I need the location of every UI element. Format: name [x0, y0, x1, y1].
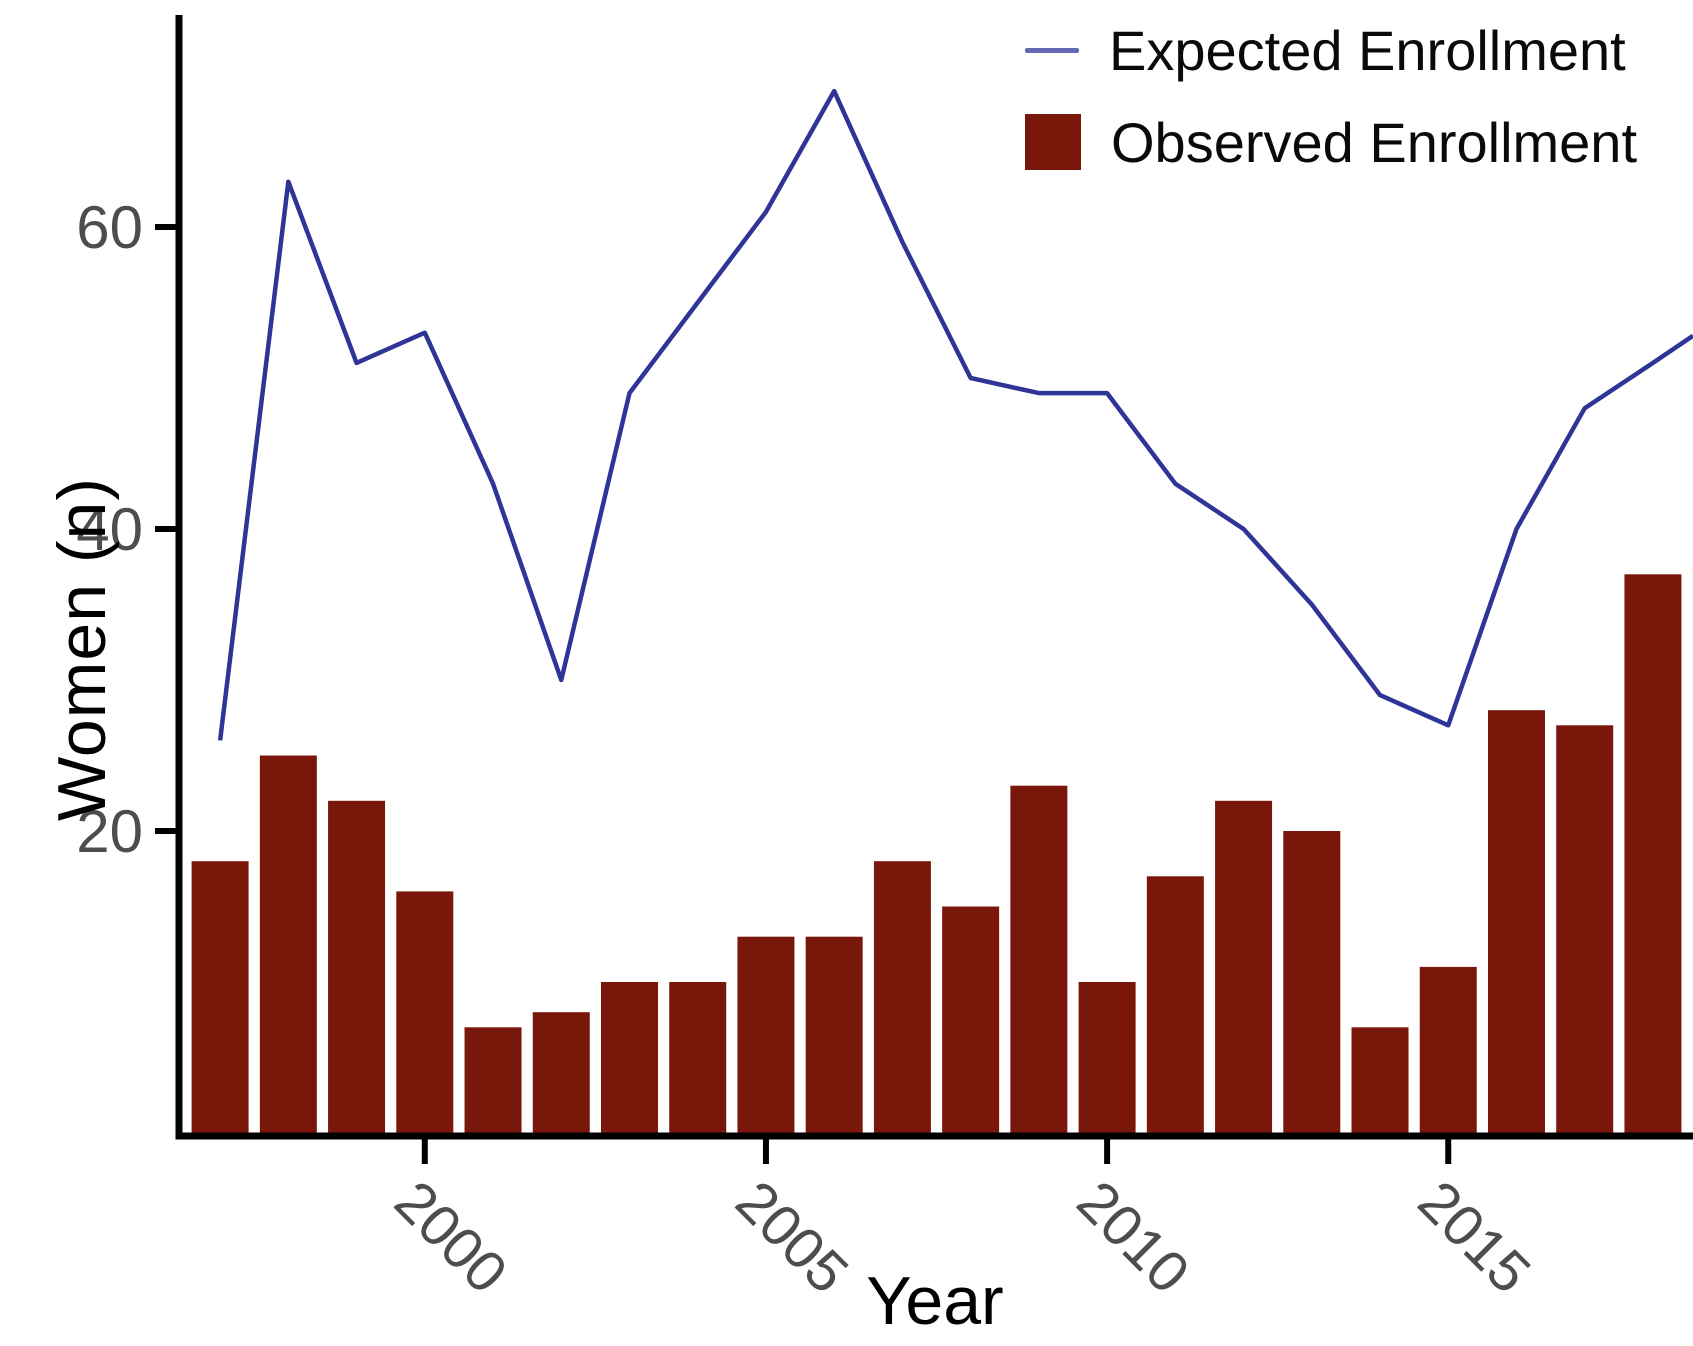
observed-bar: [1146, 876, 1204, 1137]
observed-bar: [669, 982, 727, 1137]
x-tick-label: 2015: [1406, 1169, 1543, 1306]
expected-line-key-icon: [1025, 47, 1079, 53]
expected-line: [217, 88, 1693, 741]
observed-bar: [259, 755, 317, 1137]
observed-swatch-key-icon: [1025, 114, 1081, 170]
y-tick-label: 60: [76, 194, 143, 261]
observed-bar: [1078, 982, 1136, 1137]
legend-label-expected: Expected Enrollment: [1109, 18, 1626, 82]
y-tick-label: 20: [76, 798, 143, 865]
observed-bar: [191, 861, 249, 1137]
observed-bar: [1487, 710, 1545, 1137]
observed-bar: [1351, 1027, 1409, 1137]
observed-bar: [805, 936, 863, 1137]
observed-bar: [396, 891, 454, 1137]
legend-item-expected: Expected Enrollment: [1025, 18, 1626, 82]
observed-bar: [464, 1027, 522, 1137]
y-axis-title: Women (n): [44, 476, 120, 822]
observed-bar: [737, 936, 795, 1137]
observed-bar: [532, 1012, 590, 1137]
legend: Expected Enrollment Observed Enrollment: [1025, 18, 1637, 202]
observed-bar: [1215, 800, 1273, 1137]
x-axis-title: Year: [866, 1263, 1004, 1339]
y-tick-label: 40: [76, 496, 143, 563]
observed-bar: [328, 800, 386, 1137]
observed-bar: [1624, 574, 1682, 1137]
observed-bar: [1010, 785, 1068, 1137]
legend-item-observed: Observed Enrollment: [1025, 110, 1637, 174]
observed-bar: [942, 906, 1000, 1137]
observed-bar: [1419, 966, 1477, 1137]
observed-bar: [1556, 725, 1614, 1137]
legend-label-observed: Observed Enrollment: [1111, 110, 1638, 174]
observed-bar: [873, 861, 931, 1137]
observed-bar: [1283, 831, 1341, 1137]
x-tick-label: 2000: [382, 1169, 519, 1306]
observed-bar: [600, 982, 658, 1137]
